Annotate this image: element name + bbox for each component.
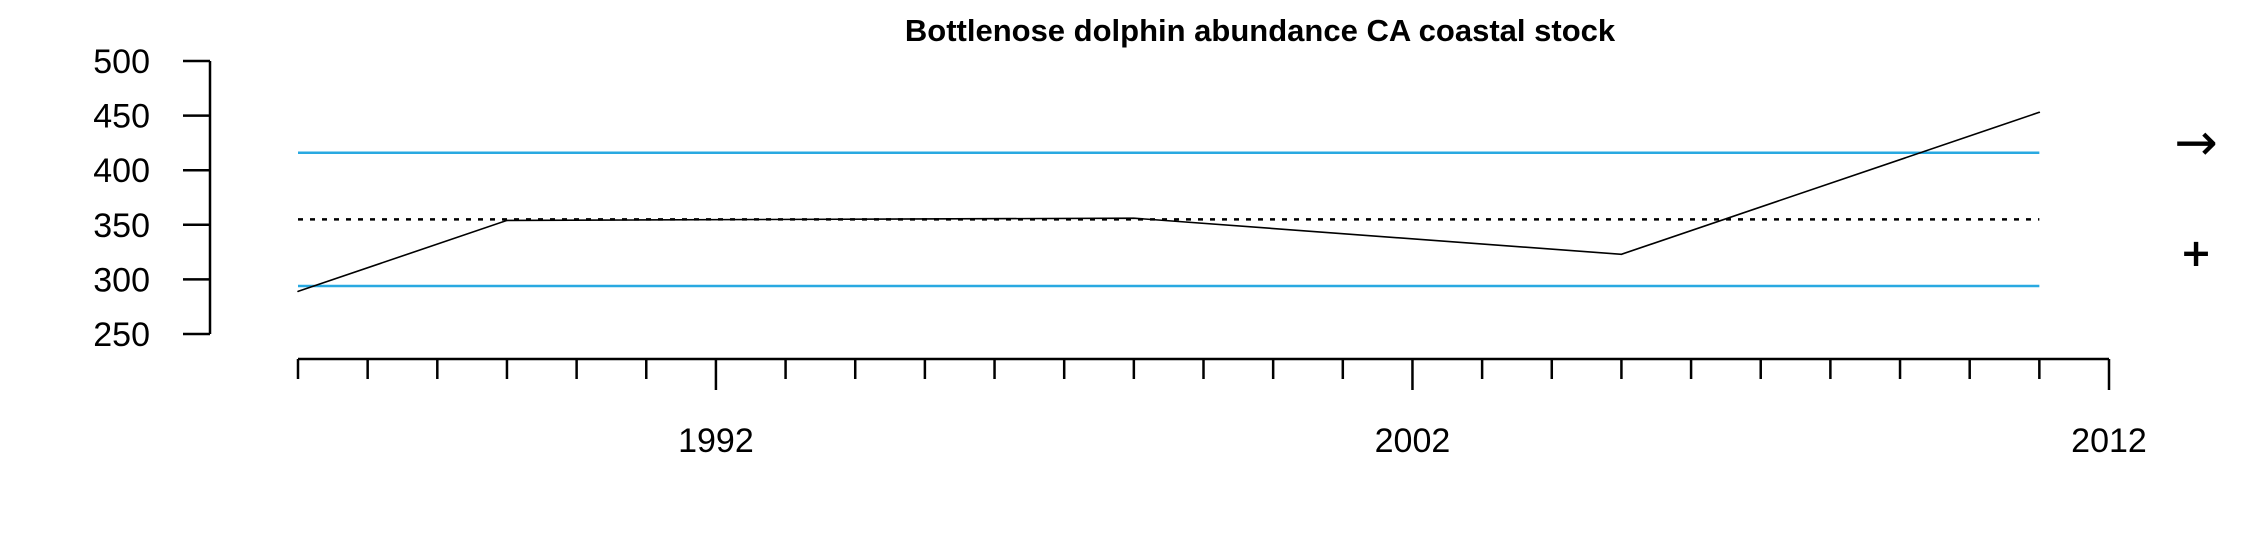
y-tick-label: 450	[93, 98, 150, 136]
reference-lines	[298, 151, 2040, 288]
data-point	[506, 219, 508, 222]
series-line	[297, 111, 2040, 293]
data-point	[2038, 111, 2041, 114]
y-tick-label: 500	[93, 43, 150, 81]
trend-arrow-icon: →	[2174, 113, 2218, 173]
x-tick-label: 2002	[1375, 422, 1451, 460]
y-tick-label: 250	[93, 316, 150, 354]
x-tick-label: 1992	[678, 422, 754, 460]
y-tick-label: 300	[93, 261, 150, 299]
x-tick-label: 2012	[2071, 422, 2147, 460]
y-tick-label: 400	[93, 152, 150, 190]
data-point	[1133, 217, 1135, 220]
status-plus-icon: +	[2180, 231, 2212, 275]
data-point	[297, 290, 299, 293]
chart-title: Bottlenose dolphin abundance CA coastal …	[905, 13, 1616, 48]
y-axis: 250 300 350 400 450 500	[93, 43, 212, 354]
series-lines	[297, 111, 2041, 293]
y-tick-label: 350	[93, 207, 150, 245]
data-point	[1620, 253, 1623, 256]
x-axis: 1992 2002 2012	[296, 357, 2147, 460]
